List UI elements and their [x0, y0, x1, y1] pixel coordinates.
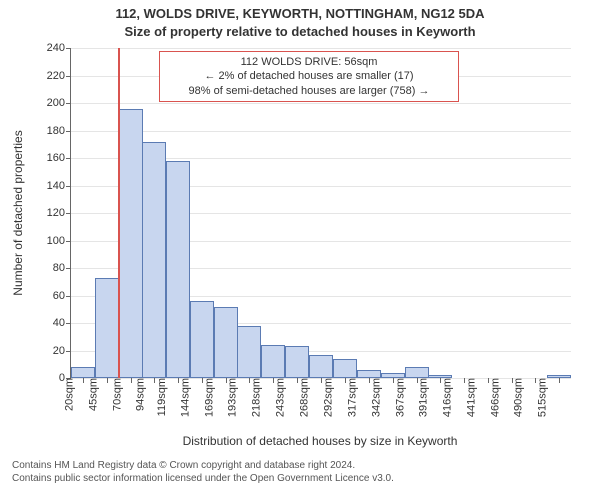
histogram-bar	[71, 367, 95, 378]
ytick-label: 80	[53, 262, 71, 274]
subject-marker-line	[118, 48, 120, 378]
xtick-label: 466sqm	[483, 378, 501, 417]
attribution-line2: Contains public sector information licen…	[12, 473, 394, 486]
histogram-bar	[309, 355, 333, 378]
xtick-label: 416sqm	[435, 378, 453, 417]
info-box: 112 WOLDS DRIVE: 56sqm← 2% of detached h…	[159, 51, 459, 102]
histogram-bar	[357, 370, 381, 378]
xtick-label: 169sqm	[198, 378, 216, 417]
histogram-bar	[142, 142, 166, 379]
xtick-label: 317sqm	[340, 378, 358, 417]
plot-area: 02040608010012014016018020022024020sqm45…	[70, 48, 571, 379]
info-box-line2: ← 2% of detached houses are smaller (17)	[168, 69, 450, 83]
ytick-label: 20	[53, 345, 71, 357]
xtick-label: 367sqm	[388, 378, 406, 417]
chart-title-line2: Size of property relative to detached ho…	[0, 24, 600, 40]
ytick-label: 60	[53, 290, 71, 302]
xtick-label: 490sqm	[506, 378, 524, 417]
histogram-bar	[190, 301, 214, 378]
xtick-label: 342sqm	[364, 378, 382, 417]
histogram-bar	[261, 345, 285, 378]
histogram-bar	[405, 367, 429, 378]
gridline	[71, 103, 571, 104]
ytick-label: 180	[47, 125, 71, 137]
ytick-label: 220	[47, 70, 71, 82]
ytick-label: 40	[53, 317, 71, 329]
xtick-mark	[559, 378, 560, 383]
info-box-line3: 98% of semi-detached houses are larger (…	[168, 84, 450, 98]
xtick-label: 119sqm	[150, 378, 168, 416]
histogram-bar	[119, 109, 143, 379]
xtick-label: 268sqm	[293, 378, 311, 417]
xtick-label: 441sqm	[459, 378, 477, 417]
xtick-label: 391sqm	[411, 378, 429, 417]
gridline	[71, 131, 571, 132]
histogram-bar	[333, 359, 357, 378]
histogram-bar	[214, 307, 238, 379]
chart-title-line1: 112, WOLDS DRIVE, KEYWORTH, NOTTINGHAM, …	[0, 6, 600, 22]
ytick-label: 140	[47, 180, 71, 192]
xtick-label: 20sqm	[58, 378, 76, 411]
xtick-label: 94sqm	[129, 378, 147, 411]
histogram-bar	[237, 326, 261, 378]
xtick-label: 218sqm	[245, 378, 263, 417]
ytick-label: 100	[47, 235, 71, 247]
ytick-label: 200	[47, 97, 71, 109]
chart-container: 112, WOLDS DRIVE, KEYWORTH, NOTTINGHAM, …	[0, 0, 600, 500]
xtick-label: 45sqm	[82, 378, 100, 411]
histogram-bar	[95, 278, 119, 378]
xtick-label: 70sqm	[106, 378, 124, 411]
ytick-label: 120	[47, 207, 71, 219]
ytick-label: 240	[47, 42, 71, 54]
ytick-label: 160	[47, 152, 71, 164]
xtick-label: 292sqm	[316, 378, 334, 417]
histogram-bar	[166, 161, 190, 378]
xtick-label: 515sqm	[530, 378, 548, 417]
xtick-label: 193sqm	[221, 378, 239, 417]
x-axis-label: Distribution of detached houses by size …	[183, 434, 458, 448]
histogram-bar	[285, 346, 309, 378]
xtick-label: 243sqm	[269, 378, 287, 417]
xtick-label: 144sqm	[174, 378, 192, 417]
attribution-line1: Contains HM Land Registry data © Crown c…	[12, 460, 394, 473]
attribution-text: Contains HM Land Registry data © Crown c…	[12, 460, 394, 485]
gridline	[71, 48, 571, 49]
y-axis-label: Number of detached properties	[11, 130, 25, 295]
info-box-line1: 112 WOLDS DRIVE: 56sqm	[168, 55, 450, 69]
